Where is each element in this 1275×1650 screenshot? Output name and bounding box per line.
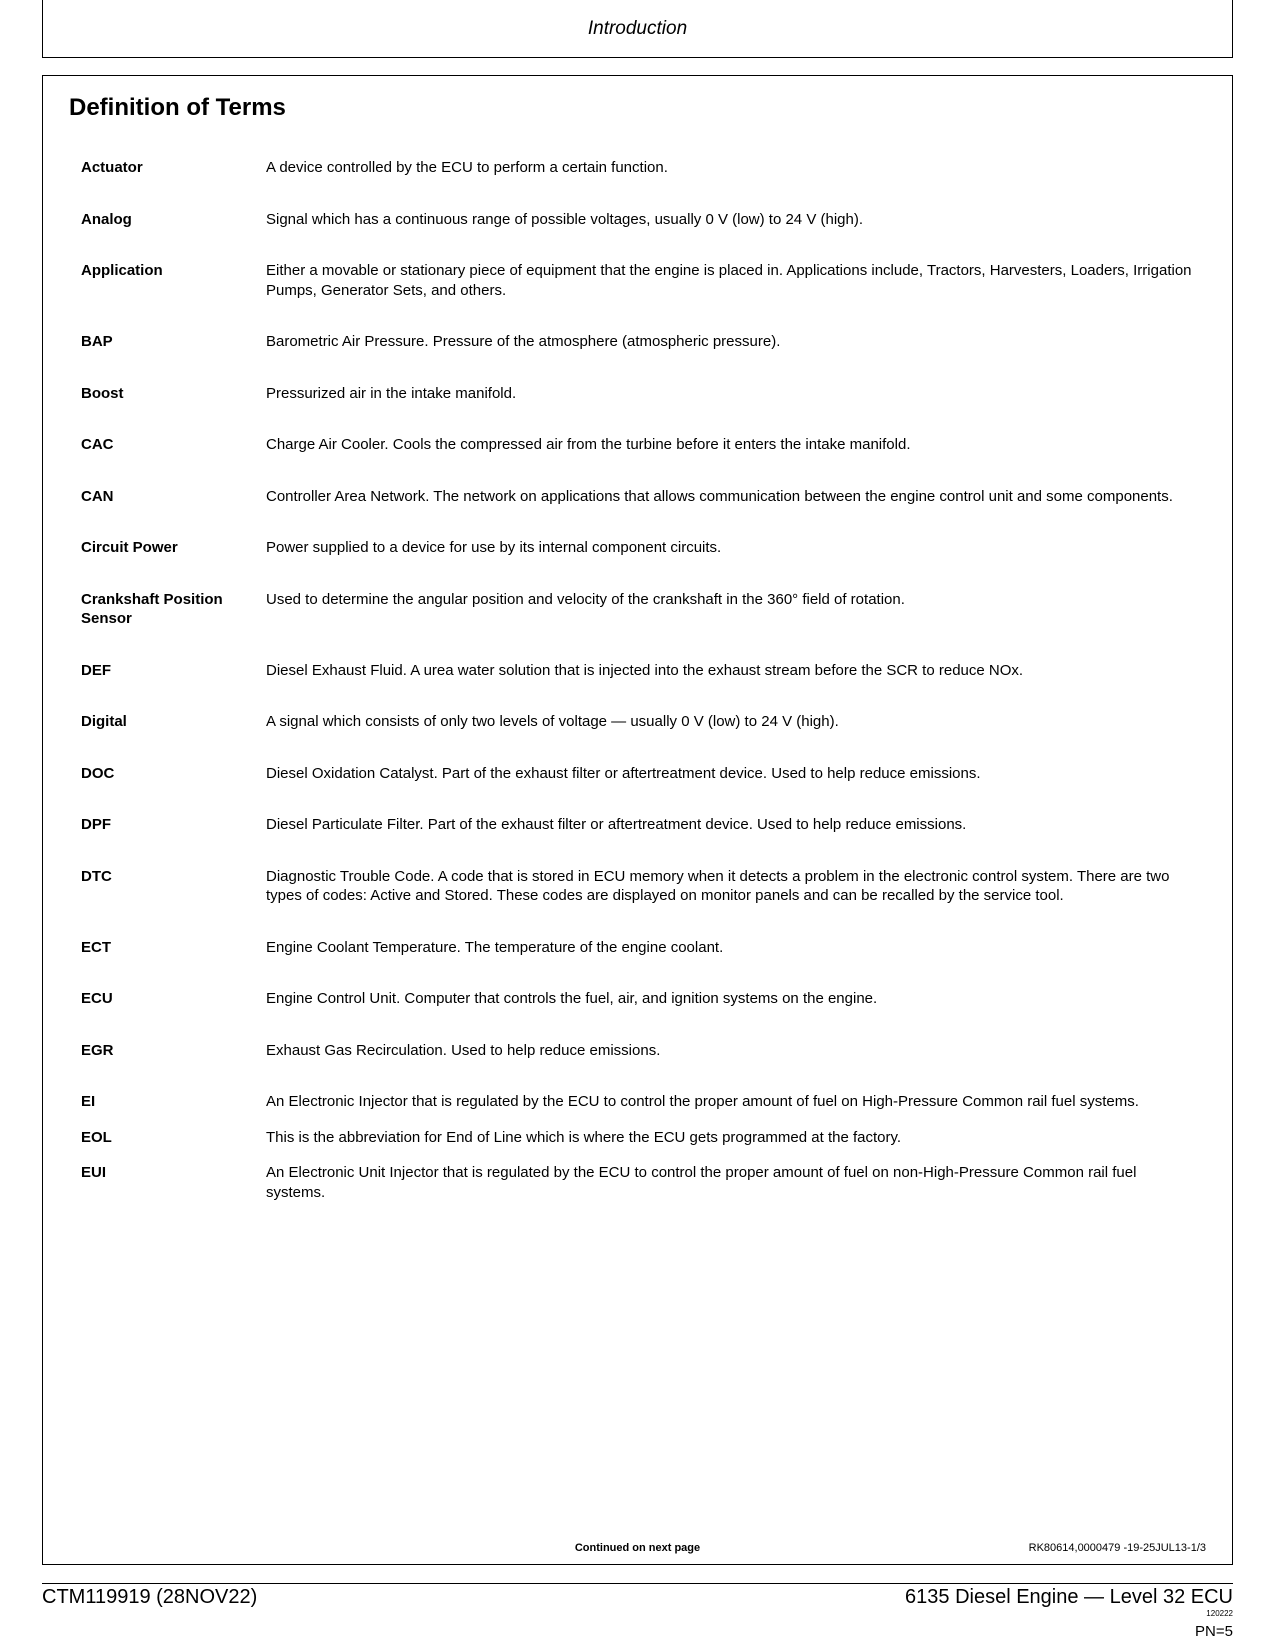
- definition-description: Diesel Oxidation Catalyst. Part of the e…: [266, 764, 1194, 784]
- definition-row: EOLThis is the abbreviation for End of L…: [81, 1128, 1194, 1148]
- continued-row: Continued on next page RK80614,0000479 -…: [69, 1542, 1206, 1554]
- definition-row: EGRExhaust Gas Recirculation. Used to he…: [81, 1041, 1194, 1061]
- definition-description: An Electronic Injector that is regulated…: [266, 1092, 1194, 1112]
- definition-description: Power supplied to a device for use by it…: [266, 538, 1194, 558]
- definition-description: Exhaust Gas Recirculation. Used to help …: [266, 1041, 1194, 1061]
- definition-description: Either a movable or stationary piece of …: [266, 261, 1194, 300]
- definition-row: DPFDiesel Particulate Filter. Part of th…: [81, 815, 1194, 835]
- definitions-list: ActuatorA device controlled by the ECU t…: [69, 158, 1206, 1234]
- definition-row: EUIAn Electronic Unit Injector that is r…: [81, 1163, 1194, 1202]
- definition-term: DEF: [81, 661, 266, 681]
- definition-description: Engine Coolant Temperature. The temperat…: [266, 938, 1194, 958]
- definition-description: Barometric Air Pressure. Pressure of the…: [266, 332, 1194, 352]
- definition-description: Controller Area Network. The network on …: [266, 487, 1194, 507]
- footer-date-code: 120222: [905, 1609, 1233, 1618]
- definition-row: ApplicationEither a movable or stationar…: [81, 261, 1194, 300]
- definition-row: DigitalA signal which consists of only t…: [81, 712, 1194, 732]
- header-box: Introduction: [42, 0, 1233, 58]
- definition-description: An Electronic Unit Injector that is regu…: [266, 1163, 1194, 1202]
- definition-description: A device controlled by the ECU to perfor…: [266, 158, 1194, 178]
- definition-row: EIAn Electronic Injector that is regulat…: [81, 1092, 1194, 1112]
- definition-description: Diagnostic Trouble Code. A code that is …: [266, 867, 1194, 906]
- footer-right: 6135 Diesel Engine — Level 32 ECU 120222: [905, 1586, 1233, 1618]
- definition-term: EOL: [81, 1128, 266, 1148]
- main-content-box: Definition of Terms ActuatorA device con…: [42, 75, 1233, 1565]
- definition-term: CAN: [81, 487, 266, 507]
- definition-description: A signal which consists of only two leve…: [266, 712, 1194, 732]
- definition-term: DTC: [81, 867, 266, 906]
- page-footer: CTM119919 (28NOV22) 6135 Diesel Engine —…: [42, 1583, 1233, 1618]
- definition-row: CACCharge Air Cooler. Cools the compress…: [81, 435, 1194, 455]
- definition-row: ECUEngine Control Unit. Computer that co…: [81, 989, 1194, 1009]
- definition-row: Circuit PowerPower supplied to a device …: [81, 538, 1194, 558]
- definition-description: Diesel Exhaust Fluid. A urea water solut…: [266, 661, 1194, 681]
- definition-term: Application: [81, 261, 266, 300]
- definition-term: EGR: [81, 1041, 266, 1061]
- definition-row: BAPBarometric Air Pressure. Pressure of …: [81, 332, 1194, 352]
- definition-description: Pressurized air in the intake manifold.: [266, 384, 1194, 404]
- definition-description: Diesel Particulate Filter. Part of the e…: [266, 815, 1194, 835]
- definition-row: ActuatorA device controlled by the ECU t…: [81, 158, 1194, 178]
- definition-row: DOCDiesel Oxidation Catalyst. Part of th…: [81, 764, 1194, 784]
- reference-code: RK80614,0000479 -19-25JUL13-1/3: [1029, 1542, 1206, 1554]
- definition-row: AnalogSignal which has a continuous rang…: [81, 210, 1194, 230]
- definition-description: Signal which has a continuous range of p…: [266, 210, 1194, 230]
- definition-term: Crankshaft Position Sensor: [81, 590, 266, 629]
- definition-term: Digital: [81, 712, 266, 732]
- definition-term: Analog: [81, 210, 266, 230]
- definition-term: DOC: [81, 764, 266, 784]
- definition-description: This is the abbreviation for End of Line…: [266, 1128, 1194, 1148]
- header-title: Introduction: [588, 18, 687, 40]
- definition-description: Used to determine the angular position a…: [266, 590, 1194, 629]
- definition-term: Circuit Power: [81, 538, 266, 558]
- definition-term: EI: [81, 1092, 266, 1112]
- definition-term: BAP: [81, 332, 266, 352]
- definition-row: DEFDiesel Exhaust Fluid. A urea water so…: [81, 661, 1194, 681]
- footer-doc-id: CTM119919 (28NOV22): [42, 1586, 257, 1609]
- definition-row: CANController Area Network. The network …: [81, 487, 1194, 507]
- definition-term: ECT: [81, 938, 266, 958]
- definition-term: EUI: [81, 1163, 266, 1202]
- definition-description: Charge Air Cooler. Cools the compressed …: [266, 435, 1194, 455]
- definition-term: CAC: [81, 435, 266, 455]
- definition-row: Crankshaft Position SensorUsed to determ…: [81, 590, 1194, 629]
- definition-term: Boost: [81, 384, 266, 404]
- definition-term: DPF: [81, 815, 266, 835]
- definition-description: Engine Control Unit. Computer that contr…: [266, 989, 1194, 1009]
- definition-row: BoostPressurized air in the intake manif…: [81, 384, 1194, 404]
- footer-product-title: 6135 Diesel Engine — Level 32 ECU: [905, 1586, 1233, 1608]
- definition-row: ECTEngine Coolant Temperature. The tempe…: [81, 938, 1194, 958]
- definition-term: ECU: [81, 989, 266, 1009]
- page-number: PN=5: [1195, 1623, 1233, 1640]
- definition-term: Actuator: [81, 158, 266, 178]
- definition-row: DTCDiagnostic Trouble Code. A code that …: [81, 867, 1194, 906]
- section-title: Definition of Terms: [69, 94, 1206, 122]
